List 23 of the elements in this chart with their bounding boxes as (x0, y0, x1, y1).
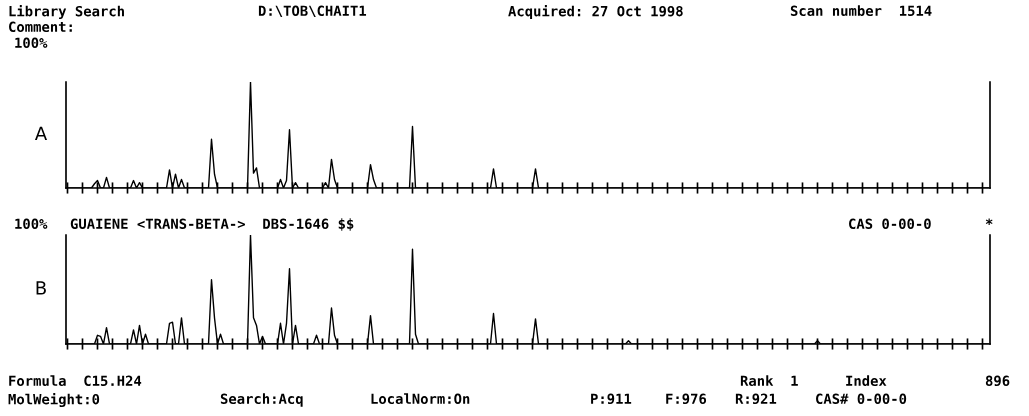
text: D:\TOB\CHAIT1 (258, 5, 367, 18)
text: Acquired: 27 Oct 1998 (508, 4, 683, 20)
text: MolWeight:0 (8, 392, 100, 408)
text: 100% (15, 37, 48, 49)
chart-title: Library Search (9, 4, 124, 20)
text: Index (846, 375, 887, 387)
text: Search:Acq (220, 393, 303, 407)
text: 100% (15, 218, 48, 230)
text: GUAIENE <TRANS-BETA-> DBS-1646 $$ (70, 218, 354, 231)
text: Scan number 1514 (790, 5, 932, 17)
text: Formula C15.H24 (9, 375, 142, 387)
text: Comment: (9, 21, 72, 33)
text: Rank 1 (740, 375, 798, 387)
text: CAS# 0-00-0 (816, 393, 907, 405)
text: F:976 (666, 393, 707, 405)
text: P:911 (591, 393, 632, 405)
text: * (985, 218, 993, 225)
y-axis-title: A (34, 126, 48, 140)
text: CAS 0-00-0 (849, 218, 931, 230)
text: LocalNorm:On (371, 393, 470, 405)
y-axis-title: B (36, 281, 46, 295)
text: 896 (985, 375, 1010, 387)
text: R:921 (735, 393, 777, 405)
